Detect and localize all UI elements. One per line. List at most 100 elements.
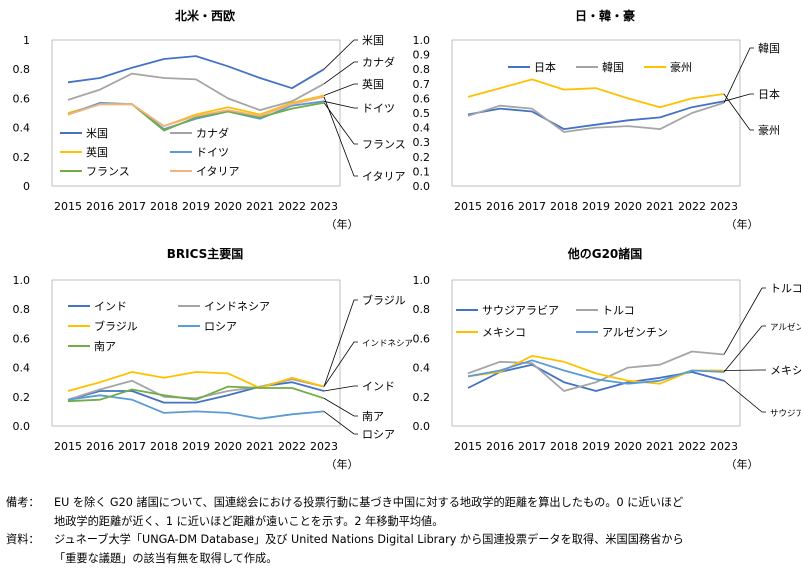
- x-axis-unit: （年）: [326, 217, 359, 231]
- legend-entry: ロシア: [204, 320, 237, 333]
- notes-section: 備考： EU を除く G20 諸国について、国連総会における投票行動に基づき中国…: [6, 494, 798, 568]
- legend-entry: 英国: [86, 145, 108, 159]
- x-tick-label: 2021: [646, 200, 674, 213]
- series-line-1: [67, 55, 325, 90]
- end-label-leader: [723, 93, 754, 102]
- end-label: フランス: [362, 138, 406, 151]
- x-tick-label: 2016: [86, 440, 114, 453]
- series-line-3: [67, 371, 325, 392]
- end-label: ロシア: [362, 428, 395, 441]
- series-line-6: [67, 96, 325, 127]
- x-tick-label: 2019: [182, 200, 210, 213]
- x-tick-label: 2015: [54, 200, 82, 213]
- series-line-2: [467, 101, 725, 133]
- end-label: 韓国: [758, 42, 780, 55]
- plot-frame: [451, 39, 741, 187]
- y-tick-label: 0.8: [13, 63, 31, 76]
- y-tick-label: 0: [23, 180, 30, 193]
- end-label-leader: [723, 47, 754, 103]
- x-tick-label: 2020: [214, 200, 242, 213]
- end-label: 南ア: [362, 410, 384, 423]
- series-line-4: [67, 100, 325, 131]
- source-line-2: 「重要な議題」の該当有無を取得して作成。: [54, 551, 278, 565]
- plot-frame: [51, 279, 341, 427]
- plot-frame: [451, 279, 741, 427]
- y-tick-label: 0.2: [413, 151, 431, 164]
- y-tick-label: 0.6: [413, 332, 431, 345]
- x-axis-unit: （年）: [726, 217, 759, 231]
- chart-title: 北米・西欧: [175, 8, 235, 23]
- end-label: 英国: [362, 77, 384, 91]
- y-tick-label: 0.2: [413, 391, 431, 404]
- y-tick-label: 0.9: [413, 49, 431, 62]
- y-tick-label: 0.1: [413, 165, 431, 178]
- x-axis-unit: （年）: [726, 457, 759, 470]
- x-tick-label: 2023: [310, 440, 338, 453]
- y-tick-label: 0.2: [13, 151, 31, 164]
- remarks-label: 備考：: [6, 496, 40, 509]
- end-label-leader: [323, 83, 358, 96]
- y-tick-label: 0.0: [413, 180, 431, 193]
- legend-entry: インドネシア: [204, 300, 270, 313]
- x-tick-label: 2022: [678, 440, 706, 453]
- end-label-leader: [323, 102, 358, 145]
- x-tick-label: 2023: [710, 440, 738, 453]
- remarks-line-1: EU を除く G20 諸国について、国連総会における投票行動に基づき中国に対する…: [54, 496, 684, 509]
- x-tick-label: 2022: [678, 200, 706, 213]
- legend-entry: サウジアラビア: [482, 304, 559, 317]
- series-line-4: [467, 359, 725, 385]
- end-label: インド: [362, 380, 395, 393]
- x-tick-label: 2016: [486, 440, 514, 453]
- end-label-leader: [323, 39, 358, 70]
- y-tick-label: 0.6: [13, 92, 31, 105]
- x-tick-label: 2019: [582, 440, 610, 453]
- x-tick-label: 2021: [646, 440, 674, 453]
- charts-area: 北米・西欧 0 0.2 0.4 0.6 0.8 1 2015 2016 2017 2018 2019 2…: [13, 8, 801, 470]
- x-tick-label: 2017: [518, 440, 546, 453]
- series-line-3: [467, 78, 725, 109]
- plot-frame: [51, 39, 341, 187]
- chart-panel-2: 日・韓・豪 0.0 0.10.2 0.30.4 0.5 0.60.7 0.80.9 1.0 20…: [413, 8, 781, 231]
- end-label: メキシコ: [770, 364, 801, 377]
- legend-entry: インド: [94, 300, 127, 313]
- x-tick-label: 2019: [582, 200, 610, 213]
- y-tick-label: 0.5: [413, 107, 431, 120]
- x-tick-label: 2020: [214, 440, 242, 453]
- legend-entry: ドイツ: [196, 146, 229, 159]
- x-axis-unit: （年）: [326, 457, 359, 470]
- series-line-2: [67, 72, 325, 111]
- x-tick-label: 2021: [246, 200, 274, 213]
- end-label-leader: [323, 397, 358, 417]
- chart-panel-1: 北米・西欧 0 0.2 0.4 0.6 0.8 1 2015 2016 2017 2018 2019 2…: [13, 8, 406, 231]
- x-tick-label: 2019: [182, 440, 210, 453]
- legend-entry: 日本: [534, 60, 556, 74]
- series-line-1: [467, 100, 725, 131]
- x-tick-label: 2017: [118, 440, 146, 453]
- x-tick-label: 2017: [518, 200, 546, 213]
- end-label: 日本: [758, 87, 780, 101]
- legend-entry: メキシコ: [482, 326, 526, 339]
- y-tick-label: 0.4: [13, 362, 31, 375]
- end-label: アルゼンチン: [770, 322, 801, 333]
- source-line-1: ジュネーブ大学「UNGA-DM Database」及び United Natio…: [54, 533, 684, 546]
- x-tick-label: 2020: [614, 440, 642, 453]
- x-tick-label: 2022: [278, 200, 306, 213]
- x-tick-label: 2016: [86, 200, 114, 213]
- end-label-leader: [723, 93, 754, 131]
- y-tick-label: 0.8: [13, 303, 31, 316]
- legend-entry: アルゼンチン: [602, 326, 668, 339]
- end-label-leader: [323, 411, 358, 435]
- series-line-2: [467, 350, 725, 392]
- y-tick-label: 1: [23, 34, 30, 47]
- y-tick-label: 0.3: [413, 136, 431, 149]
- legend-entry: トルコ: [602, 304, 635, 317]
- x-tick-label: 2016: [486, 200, 514, 213]
- y-tick-label: 1.0: [13, 274, 31, 287]
- end-label-leader: [323, 385, 358, 392]
- chart-title: BRICS主要国: [167, 246, 244, 261]
- y-tick-label: 1.0: [413, 34, 431, 47]
- legend-entry: 韓国: [602, 61, 624, 74]
- end-label-leader: [323, 61, 358, 85]
- x-tick-label: 2017: [118, 200, 146, 213]
- legend-entry: ブラジル: [94, 319, 138, 333]
